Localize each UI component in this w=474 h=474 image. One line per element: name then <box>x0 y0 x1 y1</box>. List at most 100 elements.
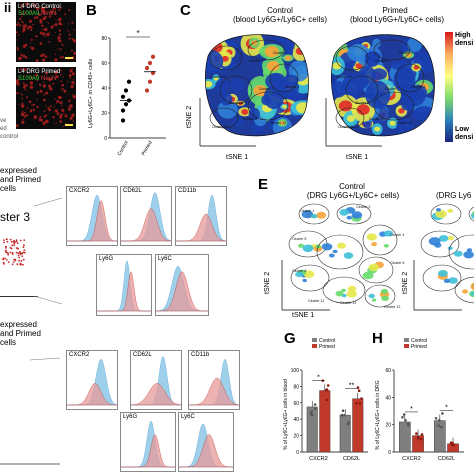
neun-cell <box>25 114 29 117</box>
cell-point <box>5 247 7 249</box>
density-blob <box>368 293 375 299</box>
cell-point <box>22 246 25 249</box>
data-point <box>144 88 150 93</box>
neun-cell <box>29 82 32 85</box>
neun-cell <box>48 15 52 18</box>
cluster-label: Cluster 1 <box>249 59 263 63</box>
neun-cell <box>58 29 62 32</box>
neun-cell <box>62 87 65 90</box>
cell-point <box>18 256 20 259</box>
cluster-outline <box>209 45 243 71</box>
density-blob <box>233 118 245 127</box>
cluster-label: Cluster 13 <box>384 305 400 309</box>
histogram-primed <box>97 271 151 312</box>
cluster-outline <box>316 234 364 270</box>
neun-cell <box>71 72 75 76</box>
cluster-outline <box>288 230 328 258</box>
hist-label: Ly6G <box>123 414 138 420</box>
cluster-outline <box>322 276 366 304</box>
neun-cell <box>49 56 51 58</box>
neun-cell <box>57 125 59 127</box>
x-tick-label: CD62L <box>438 456 455 462</box>
histogram-plot <box>189 358 239 406</box>
density-blob <box>301 210 314 219</box>
neun-cell <box>33 115 38 119</box>
density-core <box>374 126 381 132</box>
density-blob <box>470 292 474 296</box>
cluster-outline <box>247 39 285 61</box>
density-blob <box>381 295 389 301</box>
hist-cd62l-bottom: CD62L <box>130 350 182 410</box>
data-point <box>120 118 126 123</box>
neun-cell <box>30 28 33 31</box>
density-core <box>213 77 219 81</box>
density-blob <box>434 242 442 248</box>
cell-point <box>15 239 18 242</box>
neun-cell <box>59 116 62 119</box>
cluster-label: Cluster 13 <box>270 121 286 125</box>
y-tick-label: 60 <box>293 401 299 407</box>
neun-cell <box>59 39 62 43</box>
cluster-label: Cluster 12 <box>340 301 356 305</box>
neun-cell <box>21 120 25 124</box>
cluster-outline <box>395 63 425 93</box>
neun-cell <box>20 12 23 15</box>
cell-point <box>13 258 16 261</box>
legend-label-primed: Primed <box>319 344 335 350</box>
neun-cell <box>44 72 46 74</box>
neun-cell <box>44 35 46 38</box>
density-blob <box>215 78 229 94</box>
legend-swatch-primed <box>404 344 409 348</box>
y-tick-label: 40 <box>293 417 299 423</box>
density-blob <box>347 285 357 292</box>
neun-cell <box>32 108 36 112</box>
neun-cell <box>68 18 70 20</box>
cluster-outline <box>430 203 462 225</box>
neun-cell <box>54 70 58 75</box>
density-blob <box>217 100 238 119</box>
cell-point <box>7 252 9 254</box>
data-point <box>325 398 329 402</box>
density-blob <box>368 263 380 272</box>
panel-c-right-subtitle: (blood Ly6G+/Ly6C+ cells) <box>349 15 445 24</box>
density-high-label: High <box>455 32 471 39</box>
panel-g-letter: G <box>284 330 296 347</box>
neun-cell <box>60 88 63 91</box>
density-blob <box>448 277 458 284</box>
hist-ly6c-bottom: Ly6C <box>178 412 234 472</box>
neun-cell <box>59 6 62 9</box>
neun-cell <box>66 29 68 31</box>
neun-cell <box>43 53 45 55</box>
neun-cell <box>68 100 71 103</box>
neun-cell <box>22 44 26 48</box>
scale-bar <box>65 124 73 126</box>
cell-point <box>2 261 5 264</box>
cluster-label: Cluster 6 <box>390 261 404 265</box>
neun-cell <box>55 75 59 79</box>
density-blob <box>343 252 354 259</box>
cell-point <box>18 259 20 262</box>
density-blob <box>230 78 244 92</box>
data-point <box>404 418 407 422</box>
x-tick-label: CD62L <box>343 456 360 462</box>
neun-cell <box>39 20 43 24</box>
cluster-label: Cluster 9 <box>369 117 383 121</box>
density-blob <box>347 43 370 62</box>
neun-cell <box>23 68 27 72</box>
neun-cell <box>48 31 51 33</box>
cluster-outline <box>358 256 394 284</box>
density-blob <box>341 288 346 293</box>
cell-point <box>11 251 14 254</box>
cluster-label: Cluster 8 <box>229 101 243 105</box>
neun-cell <box>70 85 74 89</box>
cluster-3-title: ster 3 <box>0 210 31 224</box>
histogram-primed <box>67 383 117 406</box>
neun-cell <box>64 13 67 16</box>
neun-cell <box>29 85 34 89</box>
density-colorbar <box>445 32 453 142</box>
cluster-label: Cluster 1 <box>300 209 314 213</box>
y-tick-label: 100 <box>291 368 300 374</box>
neun-cell <box>20 68 23 71</box>
hist-ly6g-top: Ly6G <box>96 254 152 316</box>
drg-control-image: L4 DRG Control S100A9 NeuN <box>16 2 77 63</box>
